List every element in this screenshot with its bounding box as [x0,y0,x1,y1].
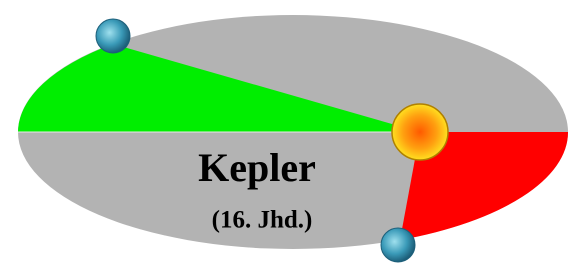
sun [392,104,448,160]
kepler-diagram: Kepler (16. Jhd.) [0,0,568,265]
planet [381,228,415,262]
title: Kepler [198,145,316,190]
subtitle: (16. Jhd.) [212,207,313,234]
planet [96,19,130,53]
